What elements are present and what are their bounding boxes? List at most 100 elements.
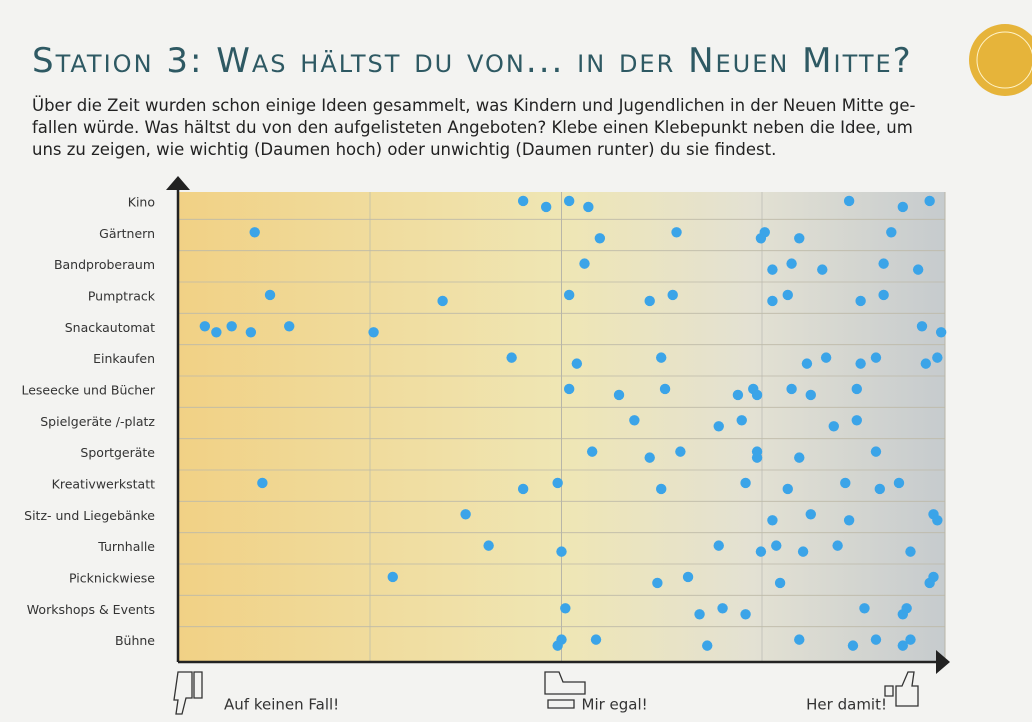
sticker-dot [200,321,210,331]
sticker-dot [483,540,493,550]
sticker-dot [913,264,923,274]
sticker-dot [714,421,724,431]
sticker-dot [368,327,378,337]
sticker-dot [767,515,777,525]
row-label: Einkaufen [93,351,155,366]
sticker-dot [257,478,267,488]
sticker-dot [878,258,888,268]
poster: Station 3: Was hältst du von... in der N… [0,0,1032,722]
sticker-dot [284,321,294,331]
sticker-dot [660,384,670,394]
sticker-dot [656,352,666,362]
sticker-dot [767,296,777,306]
row-label: Sportgeräte [80,445,155,460]
row-label: Pumptrack [88,288,156,303]
sticker-dot [806,390,816,400]
sticker-dot [802,358,812,368]
row-label: Spielgeräte /-platz [40,414,155,429]
sticker-dot [652,578,662,588]
sticker-dot [506,352,516,362]
sticker-dot [855,358,865,368]
intro-line: uns zu zeigen, wie wichtig (Daumen hoch)… [32,140,776,159]
sticker-dot [917,321,927,331]
sticker-dot [756,546,766,556]
sticker-dot [786,384,796,394]
sticker-dot [560,603,570,613]
sticker-dot [265,290,275,300]
sticker-dot [886,227,896,237]
sticker-dot [924,196,934,206]
sticker-dot [840,478,850,488]
sticker-dot [629,415,639,425]
sticker-dot [786,258,796,268]
sticker-dot [924,578,934,588]
sticker-dot [875,484,885,494]
x-tick-label: Auf keinen Fall! [224,696,339,714]
sticker-dot [859,603,869,613]
title: Station 3: Was hältst du von... in der N… [32,41,913,81]
sticker-dot [645,296,655,306]
sticker-dot [541,202,551,212]
row-label: Kreativwerkstatt [52,476,155,491]
sticker-dot [587,446,597,456]
sticker-dot [871,446,881,456]
intro-line: fallen würde. Was hältst du von den aufg… [32,118,913,137]
sticker-dot [518,196,528,206]
sticker-dot [564,290,574,300]
row-label: Sitz- und Liegebänke [24,508,155,523]
sticker-dot [932,352,942,362]
sticker-dot [583,202,593,212]
sticker-dot [771,540,781,550]
page: Station 3: Was hältst du von... in der N… [0,0,1032,722]
sticker-dot [783,484,793,494]
sticker-dot [556,546,566,556]
sticker-dot [552,640,562,650]
sticker-dot [901,603,911,613]
sticker-dot [752,446,762,456]
sticker-dot [733,390,743,400]
sticker-dot [852,384,862,394]
sticker-dot [740,478,750,488]
row-label: Gärtnern [99,226,155,241]
x-tick-label: Mir egal! [582,696,648,714]
sticker-dot [518,484,528,494]
sticker-dot [848,640,858,650]
sticker-dot [694,609,704,619]
sticker-dot [579,258,589,268]
row-label: Snackautomat [65,320,155,335]
sticker-dot [844,196,854,206]
sticker-dot [936,327,946,337]
sticker-dot [683,572,693,582]
sticker-dot [572,358,582,368]
sticker-dot [702,640,712,650]
sticker-dot [817,264,827,274]
sticker-dot [614,390,624,400]
sticker-dot [671,227,681,237]
sticker-dot [552,478,562,488]
row-label: Bühne [115,633,155,648]
sticker-dot [871,634,881,644]
sticker-dot [829,421,839,431]
sticker-dot [855,296,865,306]
sticker-dot [806,509,816,519]
sticker-dot [878,290,888,300]
row-label: Turnhalle [97,539,155,554]
sticker-dot [798,546,808,556]
sticker-dot [775,578,785,588]
sticker-dot [894,478,904,488]
sticker-dot [211,327,221,337]
sticker-dot [932,515,942,525]
sticker-dot [388,572,398,582]
sticker-dot [898,202,908,212]
sticker-dot [226,321,236,331]
row-label: Picknickwiese [69,570,155,585]
sticker-dot [921,358,931,368]
sticker-dot [437,296,447,306]
sticker-dot [905,634,915,644]
sticker-dot [767,264,777,274]
sticker-dot [794,634,804,644]
sticker-dot [564,196,574,206]
sticker-dot [852,415,862,425]
sticker-dot [595,233,605,243]
sticker-dot [871,352,881,362]
